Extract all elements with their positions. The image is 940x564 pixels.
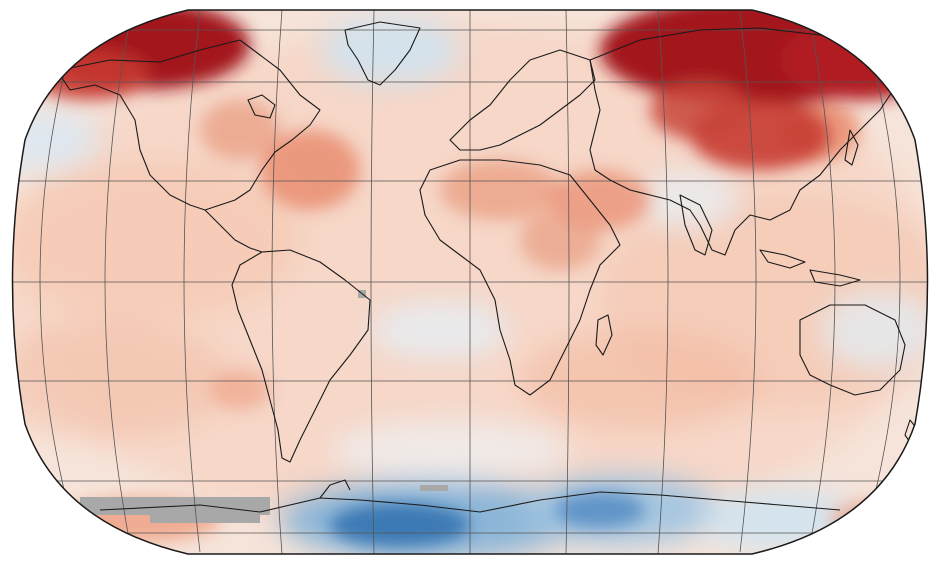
south-america-coast (231, 249, 371, 463)
antarctica-coast (99, 491, 841, 513)
strong-cool-antarctica (330, 492, 645, 547)
globe-outline (11, 9, 929, 555)
north-america-coast (59, 39, 321, 211)
graticule (12, 10, 928, 554)
europe-coast (449, 49, 596, 151)
africa-coast (419, 159, 621, 396)
australia-coast (799, 304, 906, 396)
greenland-coast (344, 21, 421, 86)
coastlines (59, 21, 919, 513)
cool-blotches (12, 15, 928, 554)
